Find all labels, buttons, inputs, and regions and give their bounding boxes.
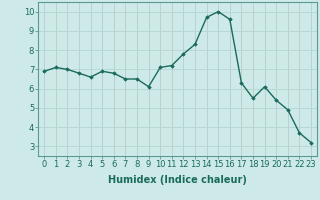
X-axis label: Humidex (Indice chaleur): Humidex (Indice chaleur): [108, 175, 247, 185]
